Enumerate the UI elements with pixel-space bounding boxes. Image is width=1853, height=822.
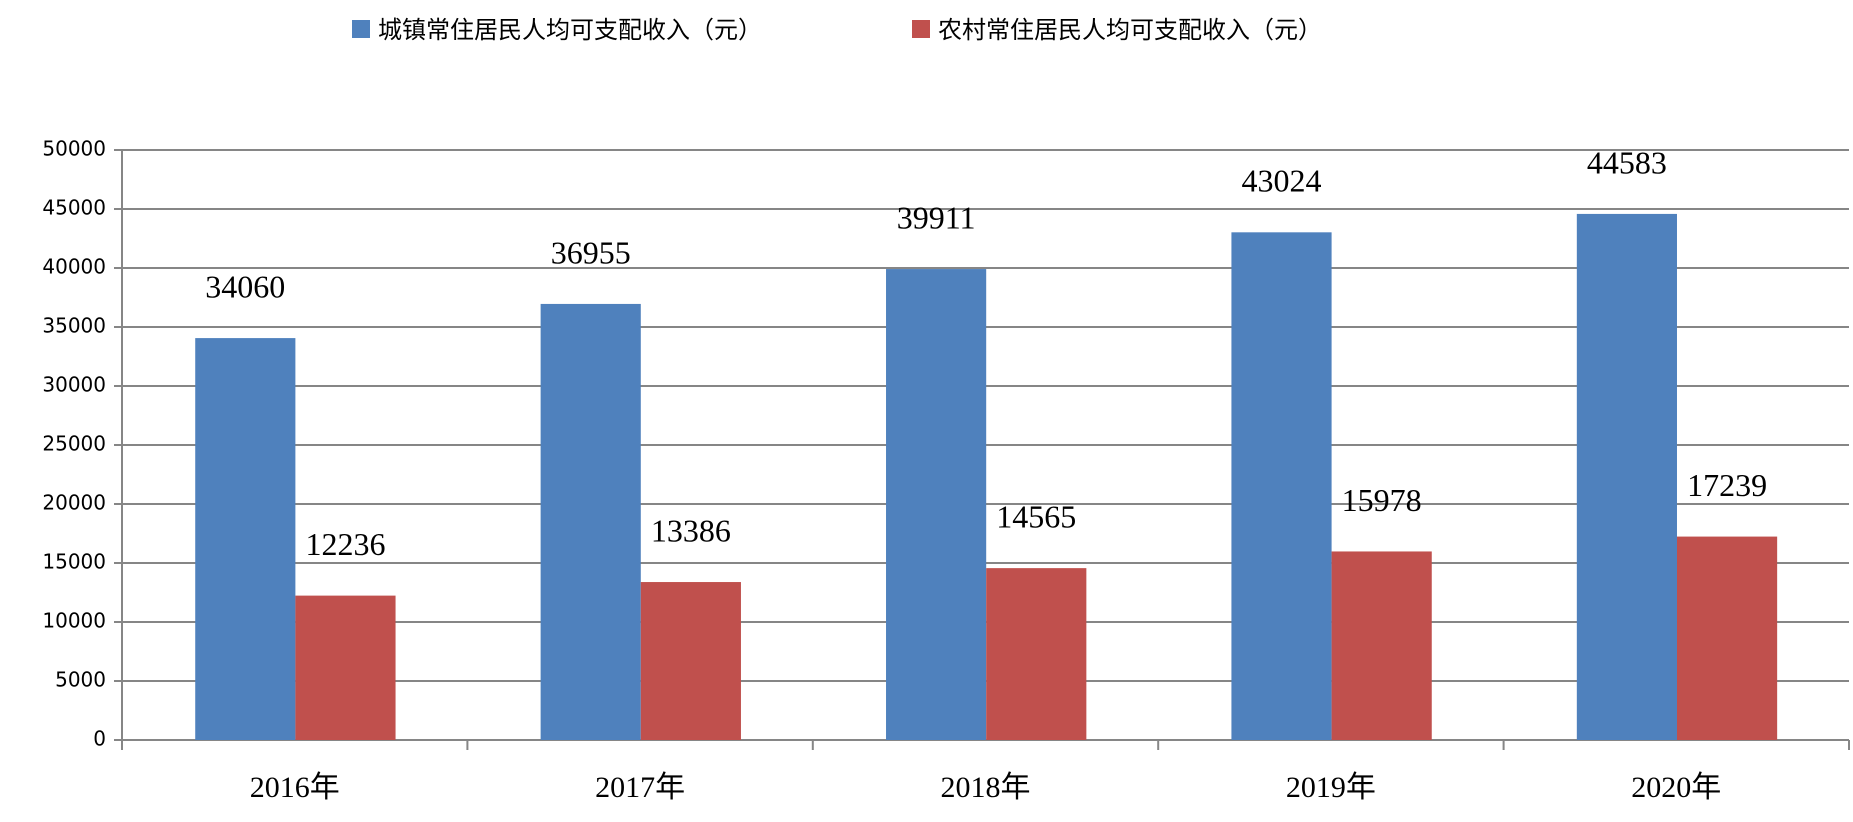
value-label: 14565 <box>996 498 1076 534</box>
y-tick-label: 50000 <box>42 137 106 161</box>
y-tick-label: 5000 <box>55 668 106 692</box>
legend-label: 城镇常住居民人均可支配收入（元） <box>378 16 762 44</box>
bar <box>540 303 641 740</box>
y-tick-label: 40000 <box>42 255 106 279</box>
bar <box>986 568 1087 740</box>
y-tick-label: 45000 <box>42 196 106 220</box>
legend-swatch <box>912 20 930 38</box>
bar <box>1676 536 1778 740</box>
value-label: 13386 <box>651 512 731 548</box>
x-tick-label: 2020年 <box>1631 771 1721 804</box>
x-tick-label: 2018年 <box>941 771 1031 804</box>
y-tick-label: 0 <box>93 727 106 751</box>
value-label: 34060 <box>205 268 285 304</box>
value-label: 17239 <box>1687 467 1767 503</box>
bar <box>1231 232 1332 740</box>
legend-label: 农村常住居民人均可支配收入（元） <box>938 16 1322 44</box>
legend-swatch <box>352 20 370 38</box>
value-label: 36955 <box>551 234 631 270</box>
bar <box>886 269 987 740</box>
value-label: 15978 <box>1342 482 1422 518</box>
y-tick-label: 10000 <box>42 609 106 633</box>
value-label: 44583 <box>1587 144 1667 180</box>
y-tick-label: 25000 <box>42 432 106 456</box>
bar <box>1576 213 1677 740</box>
value-label: 43024 <box>1242 163 1322 199</box>
value-label: 39911 <box>897 199 976 235</box>
y-tick-label: 15000 <box>42 550 106 574</box>
bar <box>640 582 741 740</box>
bar <box>295 595 396 740</box>
y-tick-label: 20000 <box>42 491 106 515</box>
y-tick-label: 35000 <box>42 314 106 338</box>
x-tick-label: 2016年 <box>250 771 340 804</box>
bar <box>1331 551 1432 740</box>
x-tick-label: 2019年 <box>1286 771 1376 804</box>
y-tick-label: 30000 <box>42 373 106 397</box>
value-label: 12236 <box>305 526 385 562</box>
x-tick-label: 2017年 <box>595 771 685 804</box>
bar <box>195 338 296 740</box>
